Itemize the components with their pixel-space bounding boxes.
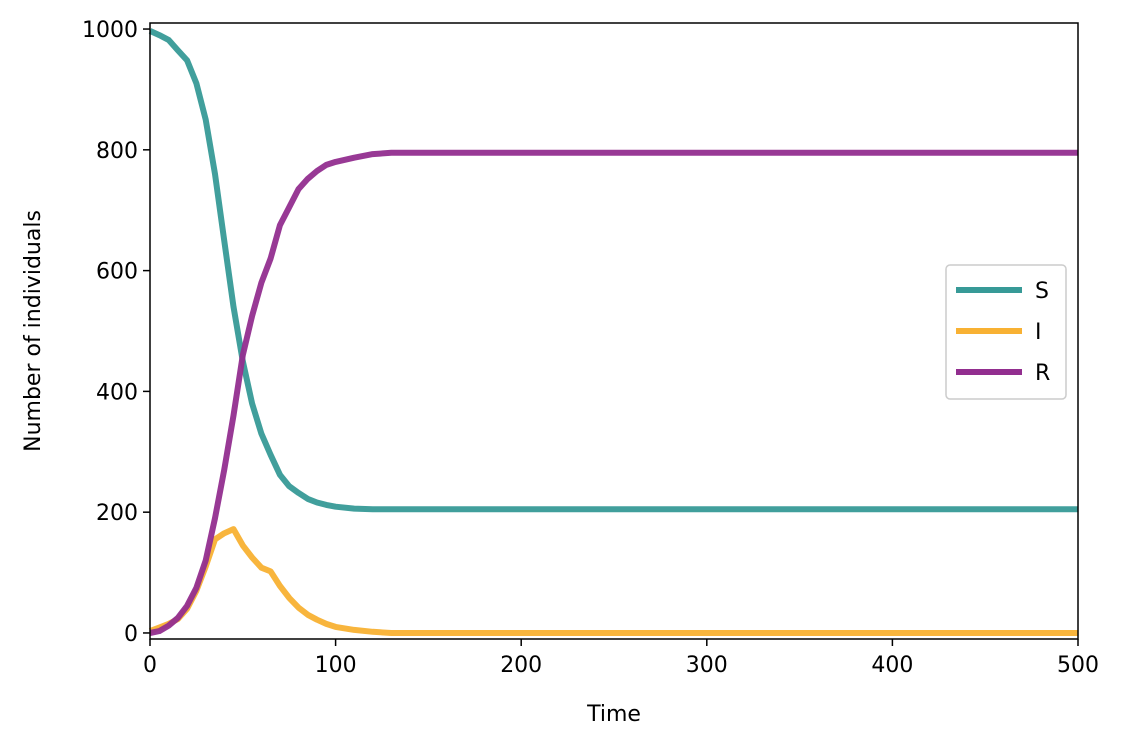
legend-label-R: R (1035, 361, 1050, 386)
y-tick-label: 600 (96, 260, 138, 285)
legend-label-I: I (1035, 320, 1042, 345)
x-tick-label: 400 (871, 653, 913, 678)
y-axis-title: Number of individuals (21, 210, 46, 452)
series-line-I (148, 526, 1078, 636)
x-tick-label: 100 (315, 653, 357, 678)
legend: SIR (945, 264, 1067, 400)
series-layer (148, 28, 1078, 636)
series-line-S (148, 28, 1078, 513)
x-tick-label: 300 (686, 653, 728, 678)
x-tick-label: 500 (1057, 653, 1099, 678)
x-tick-label: 0 (143, 653, 157, 678)
y-axis: 0 200 400 600 800 1000 (82, 18, 150, 647)
y-tick-label: 1000 (82, 18, 138, 43)
plot-frame (149, 22, 1079, 640)
y-tick-label: 0 (124, 622, 138, 647)
x-axis-title: Time (586, 702, 641, 727)
series-line-R (149, 149, 1078, 636)
y-tick-label: 200 (96, 501, 138, 526)
y-tick-label: 400 (96, 380, 138, 405)
y-tick-label: 800 (96, 139, 138, 164)
x-tick-label: 200 (500, 653, 542, 678)
x-axis: 0 100 200 300 400 500 (143, 639, 1099, 678)
legend-label-S: S (1035, 279, 1049, 304)
